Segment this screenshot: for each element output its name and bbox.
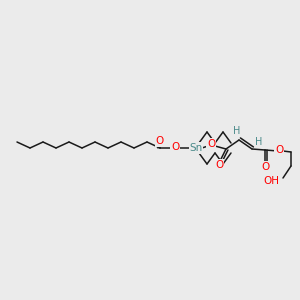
Text: O: O (275, 145, 283, 155)
Text: O: O (156, 136, 164, 146)
Text: O: O (261, 162, 269, 172)
Text: H: H (255, 137, 263, 147)
Text: H: H (233, 126, 241, 136)
Text: O: O (207, 139, 215, 149)
Text: O: O (215, 160, 223, 170)
Text: OH: OH (263, 176, 279, 186)
Text: O: O (171, 142, 179, 152)
Text: Sn: Sn (189, 143, 203, 153)
